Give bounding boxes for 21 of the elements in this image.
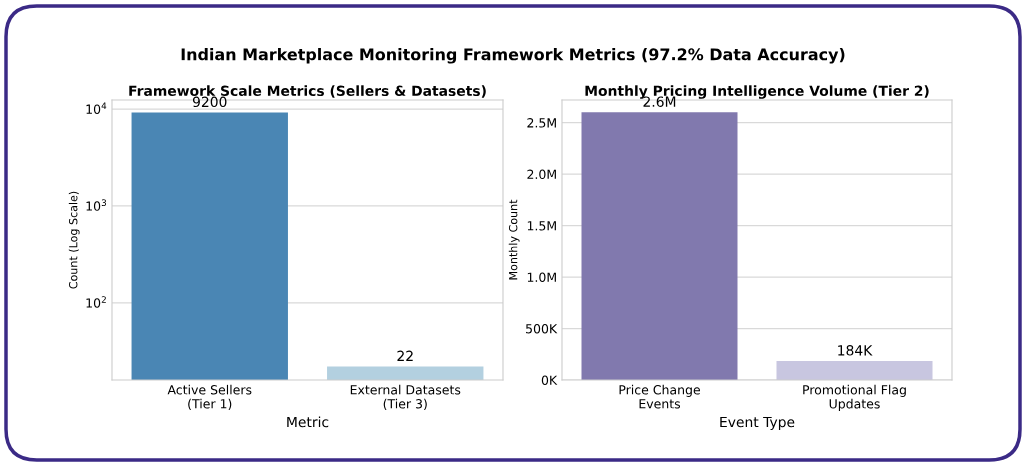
y-tick-label: 1.5M	[527, 221, 556, 231]
y-tick-label: 2.5M	[527, 118, 556, 128]
y-axis-title: Count (Log Scale)	[68, 191, 80, 289]
x-axis-title: Metric	[287, 416, 329, 428]
y-tick-label: 500K	[526, 324, 558, 334]
y-tick-label: 1.0M	[527, 272, 556, 282]
x-axis-title: Event Type	[720, 416, 795, 430]
y-axis-title: Monthly Count	[508, 199, 520, 280]
data-label: 184K	[838, 345, 873, 356]
text: Indian Marketplace Monitoring Framework Metrics (97.2% Data Accuracy)	[181, 48, 845, 64]
x-tick-label: Active Sellers (Tier 1)	[167, 384, 252, 410]
y-tick-label: 10$^{3}$	[86, 199, 107, 211]
y-tick-label: 2.0M	[527, 169, 556, 180]
data-label: 22	[397, 350, 413, 361]
y-tick-label: 0K	[541, 375, 558, 385]
data-label: 9200	[192, 96, 227, 108]
y-tick-label: 10$^{4}$	[86, 102, 107, 114]
x-tick-label: Promotional Flag Updates	[803, 384, 906, 411]
x-tick-label: Price Change Events	[619, 384, 700, 409]
y-tick-label: 10$^{2}$	[86, 296, 106, 308]
x-tick-label: External Datasets (Tier 3)	[350, 384, 461, 410]
